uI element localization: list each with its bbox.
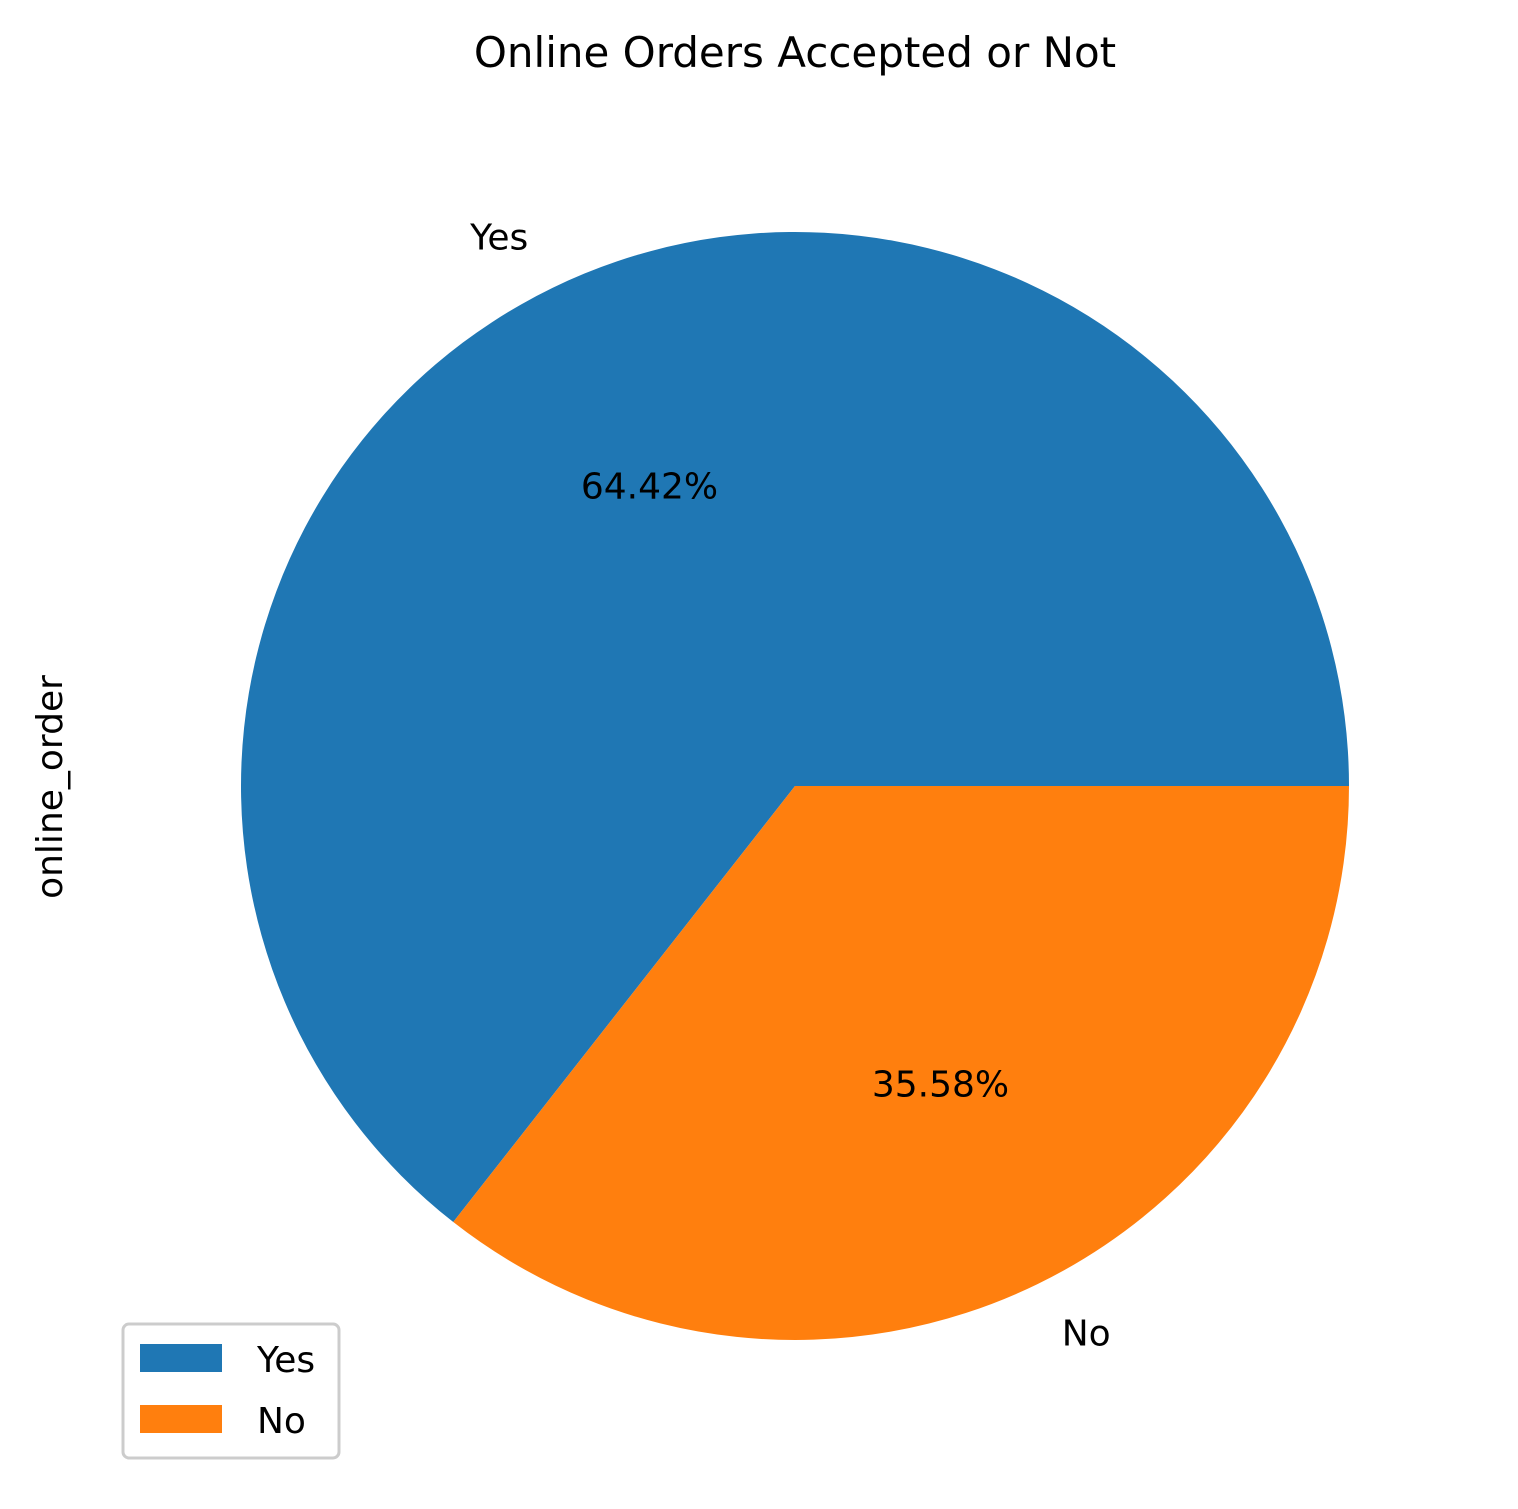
legend-label-no: No <box>257 1401 306 1442</box>
pie-slices <box>241 232 1350 1340</box>
y-axis-label: online_order <box>30 675 71 899</box>
percent-label-yes: 64.42% <box>581 467 718 508</box>
legend-label-yes: Yes <box>256 1340 315 1381</box>
legend-swatch-no <box>140 1405 222 1433</box>
chart-title: Online Orders Accepted or Not <box>474 28 1116 77</box>
percent-label-no: 35.58% <box>872 1064 1009 1105</box>
pie-percent-labels: 64.42% 35.58% <box>581 467 1009 1106</box>
slice-label-no: No <box>1062 1313 1111 1354</box>
legend-swatch-yes <box>140 1344 222 1372</box>
slice-label-yes: Yes <box>469 218 528 259</box>
pie-slice-labels: Yes No <box>469 218 1111 1355</box>
pie-slice-yes <box>241 232 1350 1223</box>
legend: Yes No <box>121 1322 341 1460</box>
pie-slice-no <box>453 786 1350 1340</box>
